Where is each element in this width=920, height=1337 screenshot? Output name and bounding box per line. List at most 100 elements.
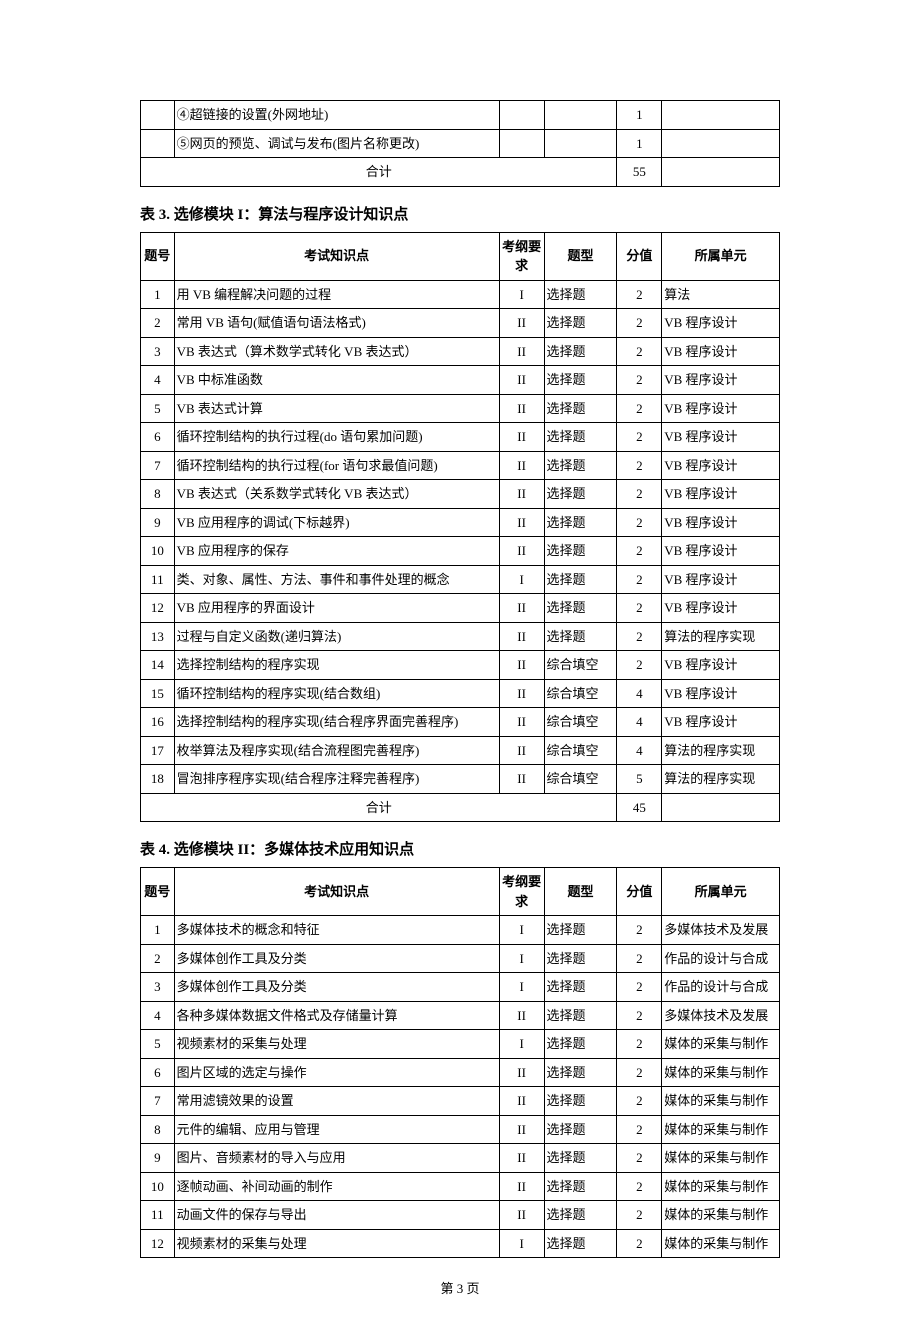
cell-unit: 媒体的采集与制作 <box>662 1144 780 1173</box>
cell-topic: 枚举算法及程序实现(结合流程图完善程序) <box>174 736 499 765</box>
table4: 题号 考试知识点 考纲要求 题型 分值 所属单元 1多媒体技术的概念和特征I选择… <box>140 867 780 1258</box>
cell-topic: 元件的编辑、应用与管理 <box>174 1115 499 1144</box>
cell-num: 10 <box>141 1172 175 1201</box>
cell-topic: 用 VB 编程解决问题的过程 <box>174 280 499 309</box>
cell-num: 5 <box>141 1030 175 1059</box>
cell-score: 2 <box>617 973 662 1002</box>
cell-num: 17 <box>141 736 175 765</box>
cell-type: 选择题 <box>544 973 617 1002</box>
cell-type: 选择题 <box>544 1201 617 1230</box>
section3-title: 表 3. 选修模块 I：算法与程序设计知识点 <box>140 203 780 224</box>
total-empty <box>662 793 780 822</box>
cell-topic: 图片区域的选定与操作 <box>174 1058 499 1087</box>
table-row: 8VB 表达式（关系数学式转化 VB 表达式）II选择题2VB 程序设计 <box>141 480 780 509</box>
cell-type: 选择题 <box>544 480 617 509</box>
cell-num: 6 <box>141 423 175 452</box>
cell-score: 1 <box>617 101 662 130</box>
cell-num: 9 <box>141 1144 175 1173</box>
cell-num <box>141 101 175 130</box>
cell-score: 2 <box>617 480 662 509</box>
cell-unit: 媒体的采集与制作 <box>662 1087 780 1116</box>
cell-req: II <box>499 679 544 708</box>
table3-total-row: 合计45 <box>141 793 780 822</box>
cell-topic: VB 应用程序的保存 <box>174 537 499 566</box>
cell-score: 2 <box>617 651 662 680</box>
cell-unit: VB 程序设计 <box>662 337 780 366</box>
table-row: ⑤网页的预览、调试与发布(图片名称更改)1 <box>141 129 780 158</box>
table4-header-type: 题型 <box>544 868 617 916</box>
cell-req <box>499 129 544 158</box>
cell-req: I <box>499 280 544 309</box>
cell-num: 16 <box>141 708 175 737</box>
cell-type: 选择题 <box>544 944 617 973</box>
cell-req: II <box>499 651 544 680</box>
cell-unit: 算法的程序实现 <box>662 765 780 794</box>
cell-num: 2 <box>141 309 175 338</box>
cell-topic: 逐帧动画、补间动画的制作 <box>174 1172 499 1201</box>
cell-score: 2 <box>617 1087 662 1116</box>
table1-fragment: ④超链接的设置(外网地址)1⑤网页的预览、调试与发布(图片名称更改)1合计55 <box>140 100 780 187</box>
cell-score: 2 <box>617 1144 662 1173</box>
cell-type <box>544 129 617 158</box>
cell-topic: VB 表达式（算术数学式转化 VB 表达式） <box>174 337 499 366</box>
cell-req: I <box>499 1030 544 1059</box>
cell-unit: 媒体的采集与制作 <box>662 1201 780 1230</box>
cell-req: II <box>499 366 544 395</box>
table4-header-req: 考纲要求 <box>499 868 544 916</box>
cell-req: II <box>499 394 544 423</box>
table-row: 14选择控制结构的程序实现II综合填空2VB 程序设计 <box>141 651 780 680</box>
cell-topic: 循环控制结构的执行过程(for 语句求最值问题) <box>174 451 499 480</box>
cell-type: 选择题 <box>544 1058 617 1087</box>
cell-score: 4 <box>617 679 662 708</box>
table3-header-score: 分值 <box>617 232 662 280</box>
cell-score: 2 <box>617 451 662 480</box>
cell-num: 13 <box>141 622 175 651</box>
cell-topic: 循环控制结构的程序实现(结合数组) <box>174 679 499 708</box>
cell-score: 2 <box>617 565 662 594</box>
cell-score: 2 <box>617 508 662 537</box>
cell-topic: 冒泡排序程序实现(结合程序注释完善程序) <box>174 765 499 794</box>
cell-unit <box>662 101 780 130</box>
cell-topic: 选择控制结构的程序实现(结合程序界面完善程序) <box>174 708 499 737</box>
cell-req: I <box>499 916 544 945</box>
cell-num: 7 <box>141 451 175 480</box>
table-row: 12视频素材的采集与处理I选择题2媒体的采集与制作 <box>141 1229 780 1258</box>
table3-header-type: 题型 <box>544 232 617 280</box>
table1-total-row: 合计55 <box>141 158 780 187</box>
table4-header-unit: 所属单元 <box>662 868 780 916</box>
cell-topic: 选择控制结构的程序实现 <box>174 651 499 680</box>
cell-unit: 算法的程序实现 <box>662 736 780 765</box>
cell-unit: VB 程序设计 <box>662 651 780 680</box>
cell-unit: 算法的程序实现 <box>662 622 780 651</box>
cell-score: 2 <box>617 309 662 338</box>
cell-unit: VB 程序设计 <box>662 309 780 338</box>
cell-unit: 媒体的采集与制作 <box>662 1229 780 1258</box>
cell-topic: VB 应用程序的调试(下标越界) <box>174 508 499 537</box>
cell-topic: 过程与自定义函数(递归算法) <box>174 622 499 651</box>
cell-score: 1 <box>617 129 662 158</box>
table-row: 15循环控制结构的程序实现(结合数组)II综合填空4VB 程序设计 <box>141 679 780 708</box>
cell-type: 综合填空 <box>544 651 617 680</box>
cell-score: 2 <box>617 1030 662 1059</box>
cell-topic: 常用滤镜效果的设置 <box>174 1087 499 1116</box>
cell-type: 选择题 <box>544 622 617 651</box>
table-row: 5视频素材的采集与处理I选择题2媒体的采集与制作 <box>141 1030 780 1059</box>
cell-type: 选择题 <box>544 309 617 338</box>
cell-unit: 媒体的采集与制作 <box>662 1058 780 1087</box>
cell-num: 6 <box>141 1058 175 1087</box>
cell-type: 选择题 <box>544 366 617 395</box>
cell-topic: 类、对象、属性、方法、事件和事件处理的概念 <box>174 565 499 594</box>
cell-type: 选择题 <box>544 423 617 452</box>
cell-num: 3 <box>141 337 175 366</box>
cell-type: 综合填空 <box>544 765 617 794</box>
cell-score: 2 <box>617 1172 662 1201</box>
cell-unit: VB 程序设计 <box>662 565 780 594</box>
cell-unit: VB 程序设计 <box>662 366 780 395</box>
table-row: 4各种多媒体数据文件格式及存储量计算II选择题2多媒体技术及发展 <box>141 1001 780 1030</box>
cell-unit: VB 程序设计 <box>662 423 780 452</box>
cell-score: 4 <box>617 736 662 765</box>
cell-unit: VB 程序设计 <box>662 394 780 423</box>
cell-req: II <box>499 708 544 737</box>
cell-topic: VB 中标准函数 <box>174 366 499 395</box>
cell-type: 选择题 <box>544 1001 617 1030</box>
